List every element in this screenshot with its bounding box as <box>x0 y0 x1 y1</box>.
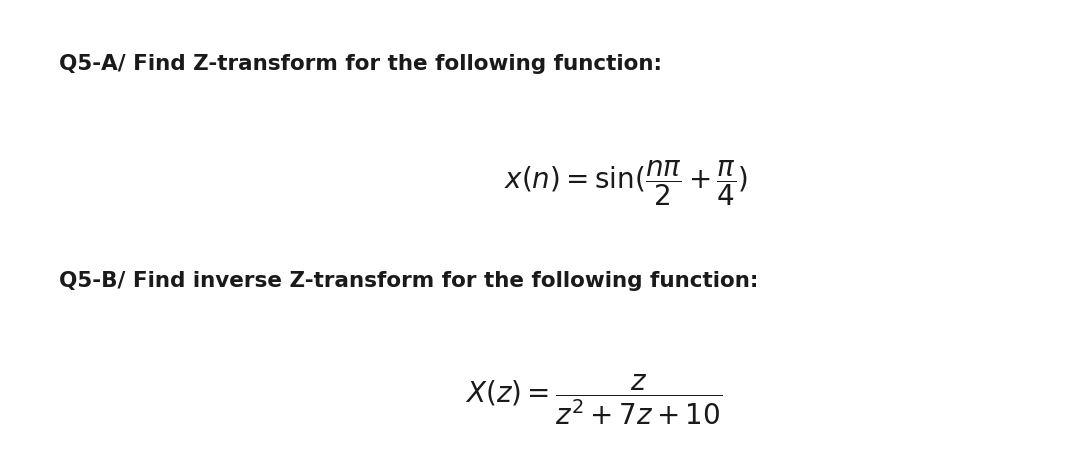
Text: $X(z) = \dfrac{z}{z^2 + 7z + 10}$: $X(z) = \dfrac{z}{z^2 + 7z + 10}$ <box>465 372 722 426</box>
Text: Q5-B/ Find inverse Z-transform for the following function:: Q5-B/ Find inverse Z-transform for the f… <box>59 271 759 290</box>
Text: $x(n) = \sin(\dfrac{n\pi}{2} + \dfrac{\pi}{4})$: $x(n) = \sin(\dfrac{n\pi}{2} + \dfrac{\p… <box>504 158 748 207</box>
Text: Q5-A/ Find Z-transform for the following function:: Q5-A/ Find Z-transform for the following… <box>59 54 663 74</box>
